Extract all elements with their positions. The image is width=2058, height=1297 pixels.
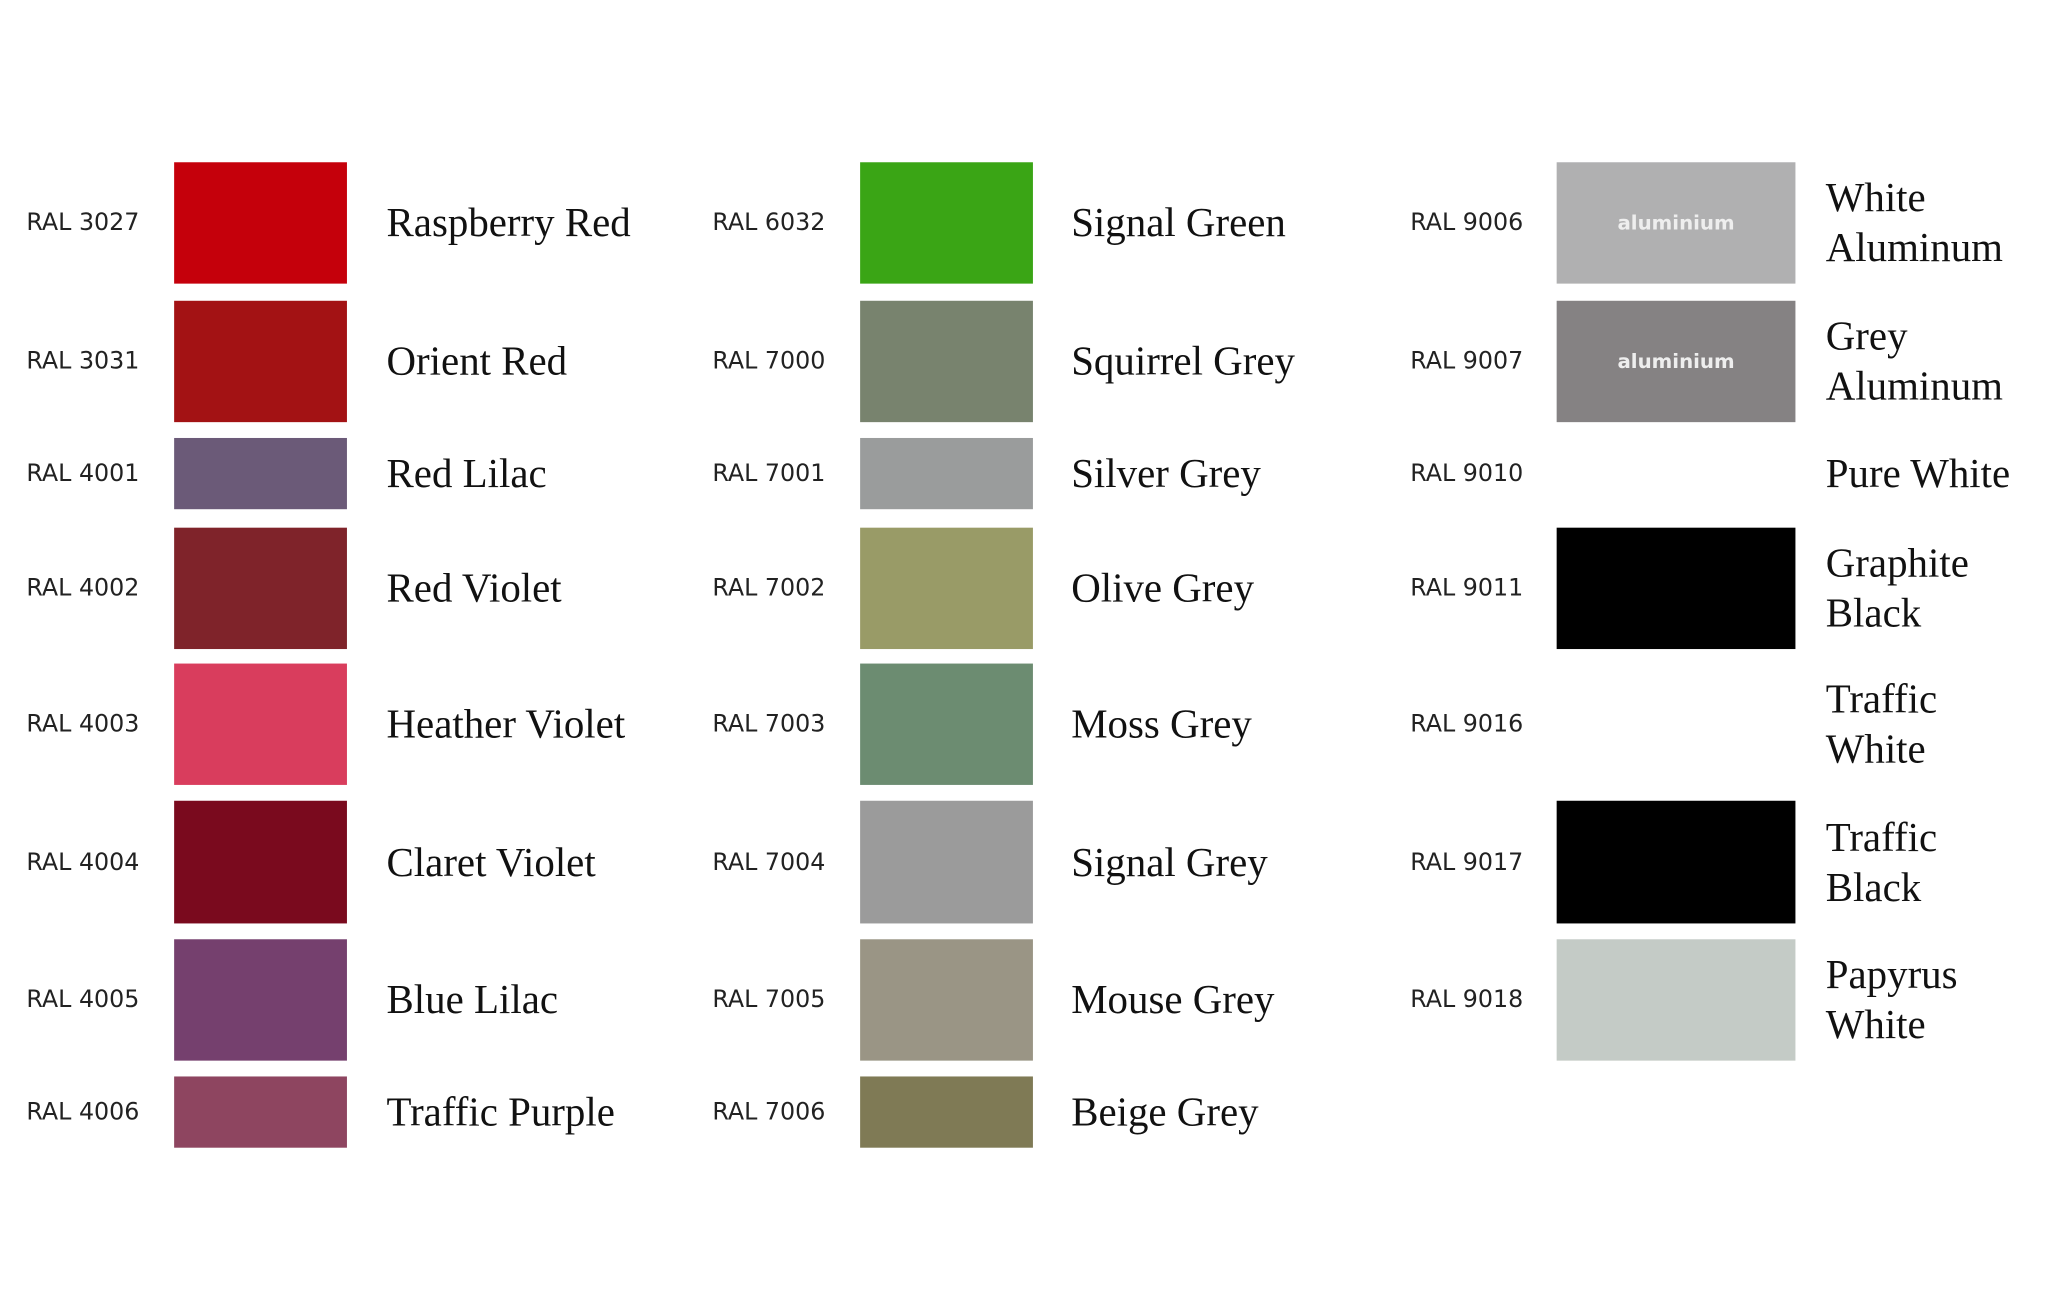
color-name: Signal Grey (1071, 838, 1268, 885)
ral-code: RAL 4003 (26, 710, 140, 739)
color-swatch (174, 1076, 347, 1148)
color-name: Traffic White (1825, 675, 1938, 772)
color-name: Grey Aluminum (1825, 312, 2003, 409)
color-swatch (1556, 800, 1796, 924)
color-swatch (1556, 939, 1796, 1061)
color-name: Silver Grey (1071, 449, 1261, 497)
ral-code: RAL 3031 (26, 347, 140, 376)
ral-code: RAL 4006 (26, 1098, 140, 1126)
ral-code: RAL 9018 (1410, 986, 1524, 1014)
color-swatch (860, 162, 1033, 284)
color-name: Graphite Black (1825, 539, 1969, 636)
color-name: Blue Lilac (386, 976, 559, 1023)
color-name: Olive Grey (1071, 564, 1255, 611)
color-name: Orient Red (386, 337, 568, 384)
ral-code: RAL 7005 (712, 986, 826, 1014)
ral-code: RAL 9011 (1410, 574, 1524, 603)
color-name: Red Lilac (386, 449, 547, 497)
color-name: Claret Violet (386, 838, 596, 885)
ral-code: RAL 7002 (712, 574, 826, 603)
ral-code: RAL 7004 (712, 848, 826, 876)
ral-code: RAL 4005 (26, 986, 140, 1014)
ral-code: RAL 7001 (712, 459, 826, 488)
color-swatch (860, 1076, 1033, 1148)
color-swatch (1556, 663, 1796, 785)
color-name: Signal Green (1071, 199, 1286, 246)
ral-code: RAL 9016 (1410, 710, 1524, 739)
swatch-label: aluminium (1617, 349, 1735, 374)
ral-code: RAL 9017 (1410, 848, 1524, 876)
color-swatch (174, 162, 347, 284)
color-name: Pure White (1825, 449, 2011, 497)
ral-code: RAL 9010 (1410, 459, 1524, 488)
color-swatch (1556, 437, 1796, 510)
color-swatch (860, 663, 1033, 785)
color-name: Moss Grey (1071, 700, 1252, 747)
ral-code: RAL 4001 (26, 459, 140, 488)
ral-code: RAL 9007 (1410, 347, 1524, 376)
ral-code: RAL 6032 (712, 209, 826, 237)
color-swatch (860, 939, 1033, 1061)
color-swatch (174, 437, 347, 510)
ral-code: RAL 9006 (1410, 209, 1524, 237)
ral-code: RAL 3027 (26, 209, 140, 237)
ral-code: RAL 7000 (712, 347, 826, 376)
color-name: Heather Violet (386, 700, 626, 747)
color-swatch (860, 527, 1033, 650)
color-swatch (174, 800, 347, 924)
color-swatch (860, 800, 1033, 924)
color-name: Squirrel Grey (1071, 337, 1295, 384)
color-swatch (174, 527, 347, 650)
color-swatch: aluminium (1556, 300, 1796, 423)
color-name: Mouse Grey (1071, 976, 1275, 1023)
ral-code: RAL 4002 (26, 574, 140, 603)
color-name: Traffic Purple (386, 1088, 615, 1135)
color-swatch (860, 300, 1033, 423)
color-name: Papyrus White (1825, 951, 1958, 1048)
color-swatch (174, 300, 347, 423)
ral-code: RAL 7003 (712, 710, 826, 739)
ral-code: RAL 7006 (712, 1098, 826, 1126)
color-swatch: aluminium (1556, 162, 1796, 284)
color-name: Raspberry Red (386, 199, 631, 246)
color-name: Traffic Black (1825, 813, 1938, 910)
swatch-label: aluminium (1617, 211, 1735, 235)
color-swatch (860, 437, 1033, 510)
color-name: White Aluminum (1825, 174, 2003, 271)
color-name: Red Violet (386, 564, 562, 611)
color-name: Beige Grey (1071, 1088, 1259, 1135)
color-swatch (174, 939, 347, 1061)
ral-code: RAL 4004 (26, 848, 140, 876)
color-swatch (1556, 527, 1796, 650)
color-swatch (174, 663, 347, 785)
